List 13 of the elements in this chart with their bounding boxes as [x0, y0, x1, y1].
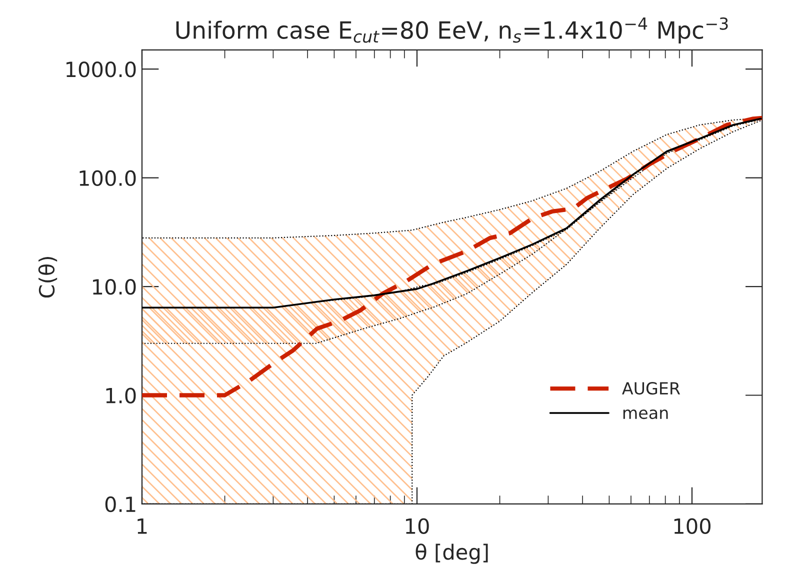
- x-tick-label: 100: [674, 518, 710, 534]
- y-tick-label: 1000.0: [66, 62, 136, 78]
- x-tick-label: 10: [406, 518, 429, 534]
- chart-title: Uniform case E$_{cut}$=80 EeV, n$_{s}$=1.4x10$^{−4}$ Mpc$^{−3}$: [176, 17, 728, 44]
- y-axis-title: C(θ): [38, 256, 58, 298]
- x-tick-label: 1: [138, 518, 147, 534]
- x-axis-title: θ [deg]: [416, 544, 488, 564]
- y-tick-label: 10.0: [93, 278, 136, 295]
- legend-label: mean: [623, 410, 668, 420]
- legend-label: AUGER: [622, 382, 680, 395]
- y-tick-label: 1.0: [106, 388, 136, 404]
- y-tick-label: 0.1: [105, 496, 136, 512]
- y-tick-label: 100.0: [80, 170, 136, 186]
